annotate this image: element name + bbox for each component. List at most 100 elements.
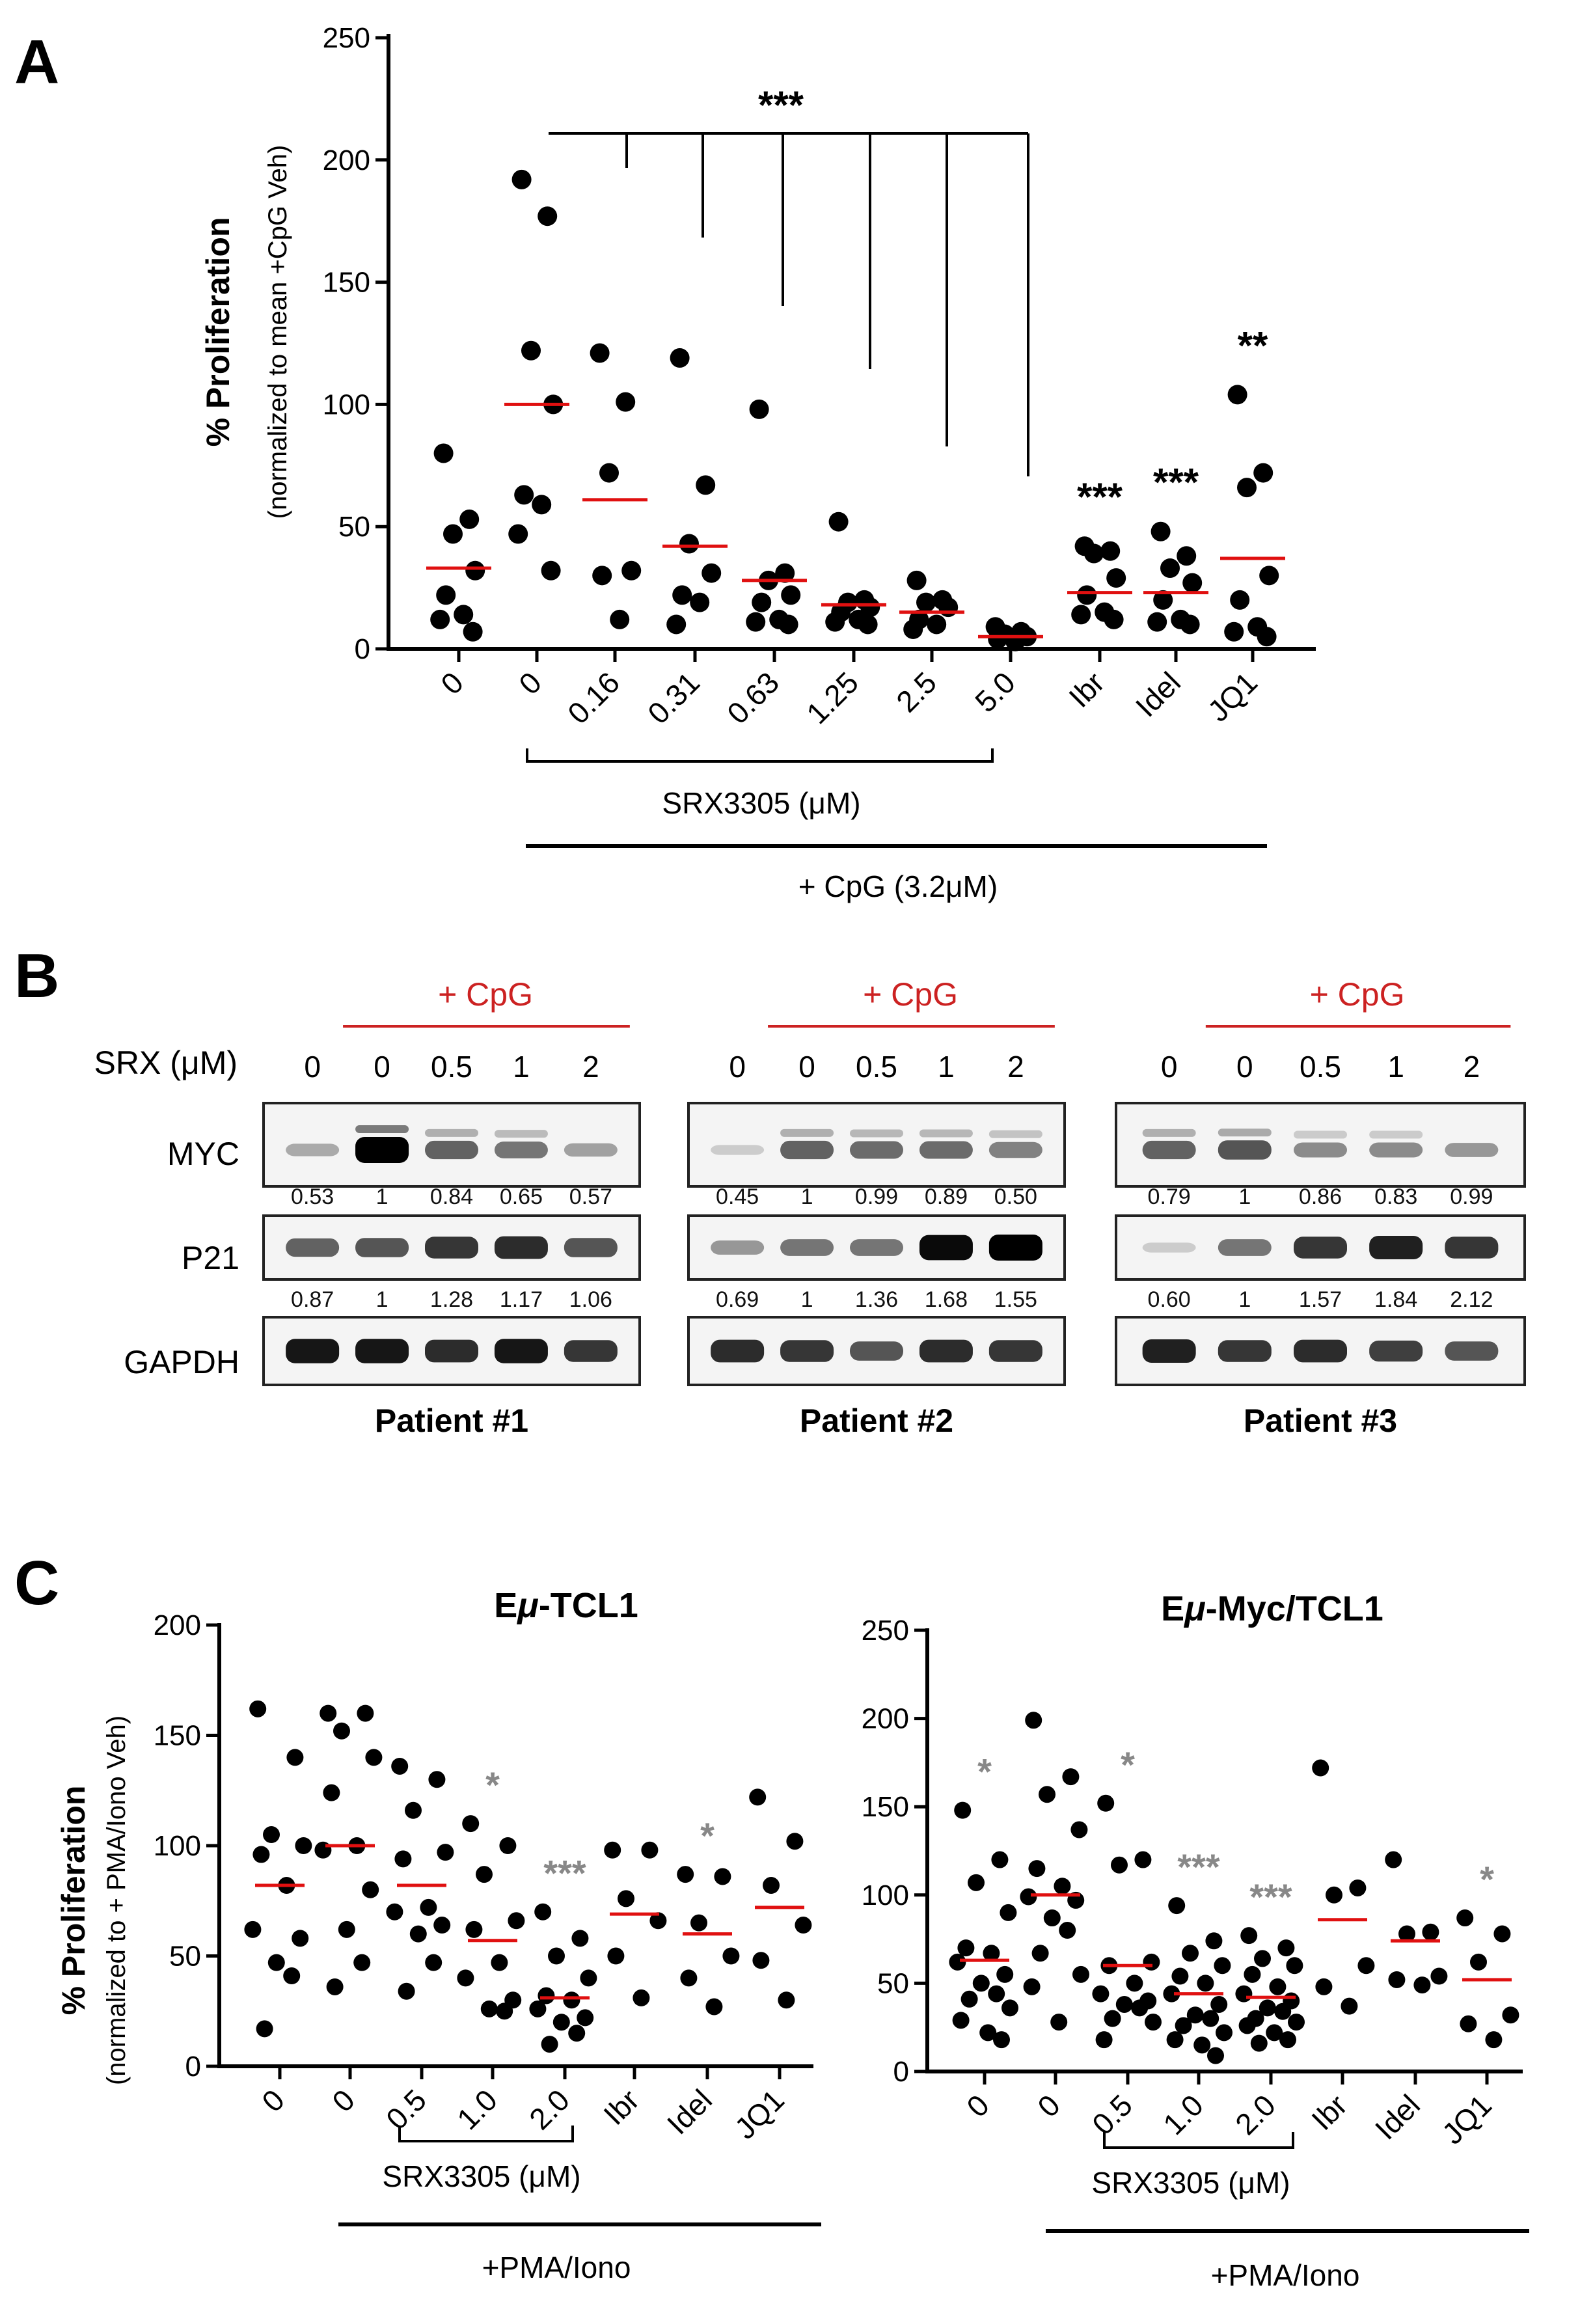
patient-3-p21-quant-2: 1.57 [1299,1287,1342,1312]
C-right-point-4-4 [1244,1965,1261,1983]
A-point-3-0 [670,348,690,368]
A-point-5-7 [858,614,878,635]
C-left-point-7-0 [749,1788,767,1806]
C-right-point-4-11 [1288,2014,1305,2031]
C-left-point-2-9 [425,1954,443,1971]
C-left-point-3-5 [491,1954,508,1971]
A-point-10-3 [1259,566,1279,586]
patient-2-myc-band-3 [919,1141,973,1159]
C-left-point-5-1 [641,1841,659,1859]
A-xtick-label-0-0: 0 [434,665,470,701]
patient-1-myc-upper-band-3 [494,1130,548,1138]
A-point-5-3 [860,597,880,618]
C-left-point-3-4 [465,1921,483,1938]
C-right-point-0-14 [993,2031,1010,2049]
panel-a-ylabel-sub: (normalized to mean +CpG Veh) [264,145,292,519]
C-right-point-5-5 [1341,1997,1358,2015]
C-right-point-3-13 [1193,2036,1211,2054]
panel-a-bracket-stars: *** [758,83,804,127]
C-left-xtick-label-ibr-5: Ibr [597,2083,646,2131]
A-point-10-4 [1230,590,1250,610]
panel-label-a: A [14,27,59,97]
patient-1-p21-band-2 [425,1237,478,1259]
C-left-point-0-3 [295,1837,312,1854]
A-xtick-label-5-0-7: 5.0 [968,665,1022,718]
panel-a-cpg-label: + CpG (3.2μM) [798,869,998,903]
patient-3-myc-band-4 [1445,1143,1499,1157]
C-right-point-0-9 [988,1985,1005,2003]
C-right-point-2-9 [1131,1999,1149,2017]
C-right-point-4-12 [1238,2017,1256,2034]
C-right-ytick-label-150: 150 [862,1791,909,1823]
C-right-point-4-15 [1250,2034,1268,2052]
A-point-4-4 [752,592,772,612]
panel-a-chart: 0 50 100 150 200 250 0 0 0.16 0.31 0.63 1.25 2.5 5.0… [200,22,1316,903]
patient-3-gapdh-band-0 [1142,1339,1196,1363]
patient-3-lane-label-3: 1 [1387,1050,1404,1084]
A-point-8-1 [1100,541,1121,561]
patient-3-p21-band-3 [1369,1235,1423,1260]
row-label-p21: P21 [182,1240,239,1276]
A-point-8-7 [1104,609,1124,629]
A-point-9-1 [1177,546,1197,566]
C-left-ytick-label-150: 150 [154,1720,201,1752]
C-right-point-7-3 [1502,2006,1519,2024]
C-right-point-2-10 [1104,2010,1121,2027]
panel-c-right-pma-bracket: +PMA/Iono [1046,2229,1529,2292]
patient-3-gapdh-band-3 [1369,1340,1423,1362]
C-left-point-1-10 [326,1978,344,1995]
C-left-point-0-9 [283,1967,301,1985]
C-right-point-4-2 [1254,1950,1271,1967]
C-right-point-2-3 [1143,1953,1160,1971]
C-right-point-1-11 [1072,1965,1089,1983]
C-right-point-0-7 [996,1965,1014,1983]
patient-3-myc-quant-2: 0.86 [1299,1184,1342,1209]
patient-1-lane-label-3: 1 [513,1050,530,1084]
C-left-ytick-label-50: 50 [169,1941,201,1973]
C-right-point-4-9 [1274,2003,1292,2020]
C-left-point-0-7 [292,1930,309,1947]
patient-1-label: Patient #1 [375,1402,528,1439]
patient-2-p21-quant-4: 1.55 [994,1287,1037,1312]
A-xtick-label-0-1: 0 [512,665,548,701]
C-right-xtick-label-1-0-3: 1.0 [1156,2088,1210,2141]
srx-label: SRX (μM) [94,1045,238,1081]
A-point-0-2 [443,524,463,544]
C-right-point-1-10 [1031,1945,1049,1962]
A-point-9-6 [1147,612,1167,632]
C-right-point-5-4 [1315,1978,1333,1995]
A-point-3-3 [701,563,722,583]
C-right-point-5-3 [1357,1957,1375,1975]
C-left-point-0-0 [249,1700,267,1717]
C-right-point-1-12 [1023,1978,1041,1995]
patient-2-gapdh-band-0 [711,1339,765,1363]
A-ytick-label-100: 100 [323,389,370,420]
C-right-point-0-11 [1001,1999,1018,2017]
C-right-point-1-3 [1070,1821,1088,1839]
C-left-point-1-9 [353,1954,371,1971]
patient-3-gapdh-band-1 [1218,1340,1272,1362]
patient-3-p21-band-0 [1142,1242,1196,1253]
C-left-xtick-label-0-5-2: 0.5 [379,2083,433,2136]
C-right-point-1-9 [1059,1922,1076,1939]
C-left-point-2-7 [433,1917,451,1934]
patient-1-myc-quant-0: 0.53 [291,1184,334,1209]
C-right-point-1-8 [1043,1909,1061,1927]
patient-1-myc-band-0 [286,1143,340,1156]
A-point-7-5 [1005,631,1026,651]
C-left-point-1-2 [333,1722,350,1740]
C-left-point-6-5 [705,1998,723,2016]
C-right-xtick-label-0-5-2: 0.5 [1085,2088,1139,2141]
A-point-1-1 [538,206,558,226]
C-left-point-2-4 [394,1850,412,1868]
A-point-0-5 [454,605,474,625]
C-right-xtick-label-jq1-7: JQ1 [1436,2088,1498,2150]
A-xtick-label-1-25-5: 1.25 [800,665,865,730]
patient-2-myc-quant-4: 0.50 [994,1184,1037,1209]
patient-1-p21-quant-4: 1.06 [569,1287,612,1312]
C-left-point-7-4 [752,1952,770,1969]
patient-3-p21-band-4 [1445,1237,1499,1259]
panel-c-ylabel-sub: (normalized to + PMA/Iono Veh) [102,1716,131,2085]
A-point-3-6 [666,614,687,635]
